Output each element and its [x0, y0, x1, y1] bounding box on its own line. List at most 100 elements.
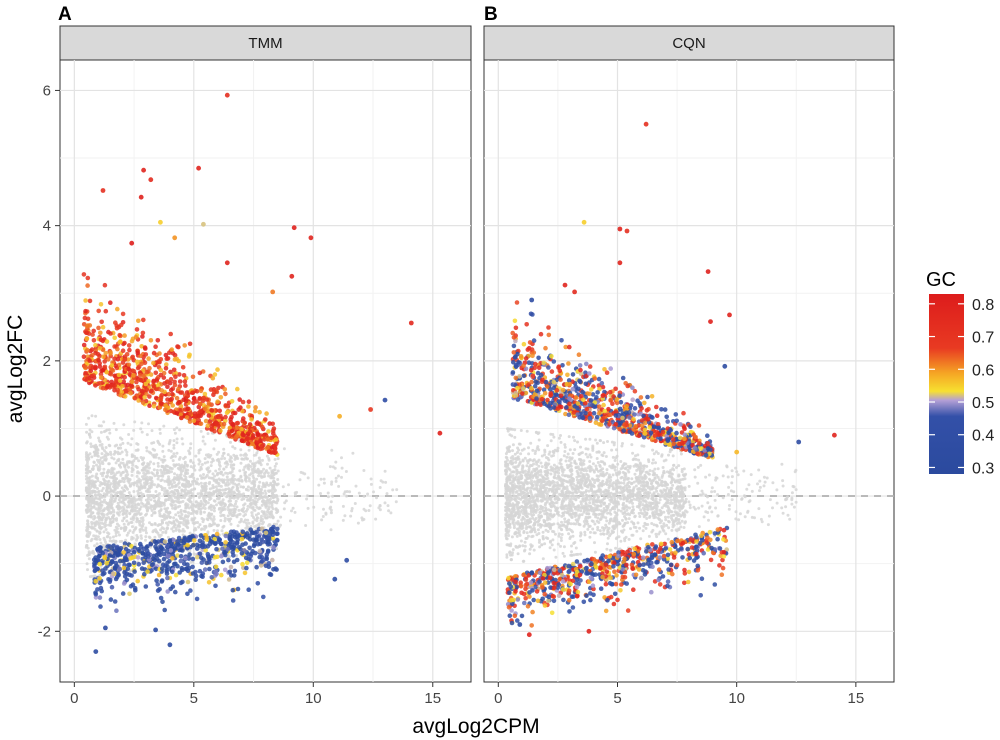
- nonsignificant-point: [180, 437, 184, 441]
- nonsignificant-point: [113, 444, 117, 448]
- nonsignificant-point: [144, 513, 147, 517]
- nonsignificant-point: [162, 467, 166, 471]
- significant-point: [242, 570, 248, 576]
- significant-point: [172, 561, 177, 567]
- nonsignificant-point: [162, 517, 166, 521]
- nonsignificant-point: [584, 452, 588, 456]
- nonsignificant-point: [132, 490, 136, 493]
- nonsignificant-point: [354, 484, 358, 488]
- significant-point: [232, 410, 238, 416]
- x-tick-label: 5: [190, 690, 198, 707]
- panel-label-a: A: [58, 4, 72, 25]
- nonsignificant-point: [367, 509, 371, 512]
- nonsignificant-point: [247, 448, 251, 452]
- significant-point: [84, 336, 90, 342]
- nonsignificant-point: [87, 503, 90, 507]
- significant-point: [85, 275, 91, 281]
- significant-point: [239, 426, 244, 432]
- nonsignificant-point: [113, 487, 117, 491]
- nonsignificant-point: [606, 440, 609, 443]
- nonsignificant-point: [98, 440, 102, 444]
- nonsignificant-point: [378, 486, 382, 489]
- nonsignificant-point: [341, 504, 345, 508]
- outlier-point: [368, 407, 373, 412]
- nonsignificant-point: [144, 528, 148, 532]
- nonsignificant-point: [167, 469, 171, 473]
- nonsignificant-point: [112, 457, 116, 461]
- nonsignificant-point: [173, 485, 177, 488]
- nonsignificant-point: [153, 499, 157, 503]
- significant-point: [263, 563, 269, 569]
- significant-point: [129, 338, 135, 344]
- nonsignificant-point: [556, 446, 560, 450]
- nonsignificant-point: [156, 477, 160, 481]
- nonsignificant-point: [218, 491, 222, 495]
- nonsignificant-point: [108, 539, 112, 543]
- significant-point: [223, 540, 228, 545]
- nonsignificant-point: [593, 550, 597, 554]
- significant-point: [206, 580, 212, 585]
- nonsignificant-point: [241, 485, 245, 489]
- nonsignificant-point: [123, 484, 127, 488]
- nonsignificant-point: [166, 480, 170, 484]
- significant-point: [259, 443, 265, 449]
- significant-point: [108, 597, 114, 602]
- nonsignificant-point: [239, 461, 243, 465]
- significant-point: [84, 330, 89, 336]
- significant-point: [187, 552, 192, 557]
- significant-point: [110, 571, 116, 576]
- nonsignificant-point: [103, 525, 107, 529]
- nonsignificant-point: [247, 521, 251, 525]
- nonsignificant-point: [180, 483, 184, 487]
- nonsignificant-point: [617, 535, 621, 539]
- nonsignificant-point: [242, 468, 246, 472]
- nonsignificant-point: [92, 450, 96, 454]
- nonsignificant-point: [98, 538, 102, 541]
- significant-point: [226, 577, 232, 582]
- nonsignificant-point: [383, 501, 387, 505]
- nonsignificant-point: [85, 539, 89, 543]
- nonsignificant-point: [242, 503, 246, 507]
- nonsignificant-point: [150, 514, 154, 517]
- nonsignificant-point: [757, 468, 761, 472]
- nonsignificant-point: [138, 521, 142, 525]
- nonsignificant-point: [86, 568, 89, 572]
- nonsignificant-point: [104, 429, 108, 433]
- nonsignificant-point: [266, 471, 270, 475]
- significant-point: [244, 560, 250, 566]
- significant-point: [178, 554, 184, 559]
- nonsignificant-point: [103, 520, 107, 524]
- outlier-point: [129, 240, 135, 246]
- nonsignificant-point: [174, 513, 178, 517]
- nonsignificant-point: [253, 502, 257, 506]
- significant-point: [263, 530, 269, 536]
- significant-point: [125, 566, 131, 572]
- nonsignificant-point: [563, 443, 567, 447]
- y-tick-label: 6: [43, 82, 51, 99]
- nonsignificant-point: [100, 445, 104, 449]
- nonsignificant-point: [115, 527, 119, 531]
- nonsignificant-point: [120, 450, 124, 454]
- significant-point: [178, 580, 184, 586]
- nonsignificant-point: [187, 506, 191, 510]
- nonsignificant-point: [199, 510, 203, 514]
- nonsignificant-point: [351, 451, 355, 455]
- nonsignificant-point: [176, 475, 180, 479]
- nonsignificant-point: [257, 485, 261, 489]
- nonsignificant-point: [222, 467, 226, 471]
- significant-point: [242, 420, 247, 426]
- nonsignificant-point: [205, 473, 209, 477]
- nonsignificant-point: [122, 493, 126, 497]
- outlier-point: [408, 320, 414, 326]
- significant-point: [91, 328, 96, 334]
- nonsignificant-point: [258, 506, 262, 510]
- nonsignificant-point: [293, 510, 297, 514]
- nonsignificant-point: [535, 508, 539, 512]
- x-tick-label: 0: [70, 690, 78, 707]
- nonsignificant-point: [253, 508, 257, 512]
- nonsignificant-point: [511, 449, 514, 453]
- nonsignificant-point: [138, 528, 142, 532]
- nonsignificant-point: [109, 453, 113, 456]
- nonsignificant-point: [104, 451, 108, 455]
- nonsignificant-point: [116, 512, 120, 516]
